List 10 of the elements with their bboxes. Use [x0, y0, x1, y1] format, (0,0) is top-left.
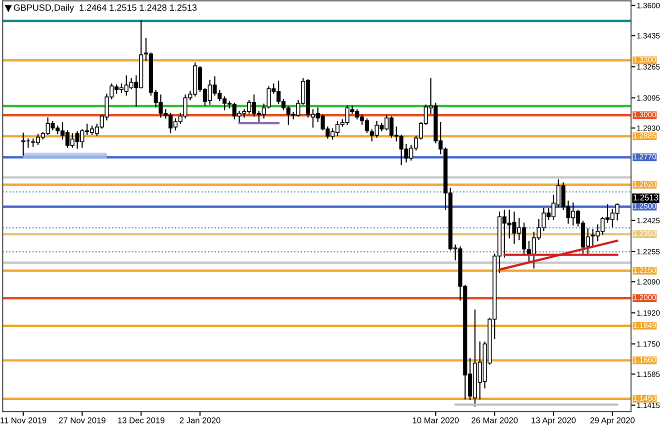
x-tick-label: 27 Nov 2019: [58, 417, 106, 424]
chart-title: GBPUSD,Daily 1.2464 1.2515 1.2428 1.2513: [14, 4, 197, 13]
x-tick-label: 10 Mar 2020: [412, 417, 459, 424]
x-tick-label: 2 Jan 2020: [180, 417, 220, 424]
x-tick-label: 26 Mar 2020: [472, 417, 518, 424]
x-tick-label: 13 Apr 2020: [532, 417, 576, 425]
x-tick-label: 29 Apr 2020: [590, 417, 635, 425]
x-tick-label: 11 Nov 2019: [0, 417, 46, 424]
text: 1.2513: [634, 194, 658, 200]
x-tick-label: 13 Dec 2019: [118, 417, 164, 424]
